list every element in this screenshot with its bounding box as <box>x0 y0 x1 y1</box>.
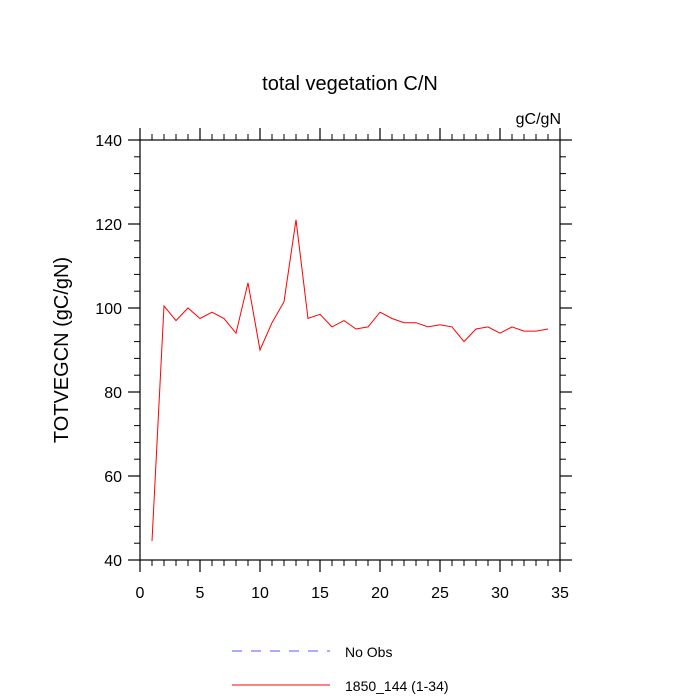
x-tick-label: 35 <box>551 585 569 602</box>
series-layer <box>151 219 549 542</box>
x-tick-label: 5 <box>196 585 205 602</box>
legend-label-run: 1850_144 (1-34) <box>345 678 449 694</box>
legend: No Obs 1850_144 (1-34) <box>232 644 449 694</box>
y-tick-label: 120 <box>95 217 122 234</box>
legend-label-no-obs: No Obs <box>345 644 392 660</box>
x-tick-label: 0 <box>136 585 145 602</box>
y-axis-label: TOTVEGCN (gC/gN) <box>51 257 73 443</box>
plot-frame <box>139 139 561 561</box>
x-tick-label: 25 <box>431 585 449 602</box>
y-tick-label: 40 <box>104 553 122 570</box>
y-tick-label: 140 <box>95 133 122 150</box>
x-tick-label: 10 <box>251 585 269 602</box>
tick-labels-layer: 0 5 10 15 20 25 30 35 40 60 80 100 120 140 <box>95 133 569 602</box>
y-tick-label: 60 <box>104 469 122 486</box>
x-tick-label: 15 <box>311 585 329 602</box>
chart-title: total vegetation C/N <box>262 73 438 95</box>
units-label: gC/gN <box>516 111 561 128</box>
x-tick-label: 20 <box>371 585 389 602</box>
ticks-layer <box>128 128 572 572</box>
series-line <box>151 219 549 542</box>
x-tick-label: 30 <box>491 585 509 602</box>
y-tick-label: 80 <box>104 385 122 402</box>
y-tick-label: 100 <box>95 301 122 318</box>
